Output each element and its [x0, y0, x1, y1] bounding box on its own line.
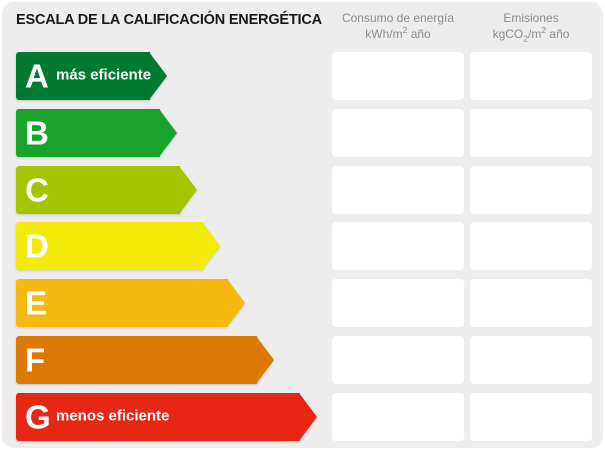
rating-band-e[interactable]: E — [16, 279, 245, 327]
rating-band-body — [16, 393, 300, 441]
consumo-cell-g[interactable] — [332, 393, 464, 441]
column-header-emisiones: Emisiones kgCO2/m2 año — [470, 10, 592, 44]
rating-band-arrow-tip — [202, 222, 220, 270]
consumo-cell-e[interactable] — [332, 279, 464, 327]
rating-band-arrow-tip — [179, 166, 197, 214]
consumo-cell-b[interactable] — [332, 109, 464, 157]
column-header-consumo-line1: Consumo de energía — [341, 11, 455, 25]
emisiones-cell-b[interactable] — [470, 109, 592, 157]
rating-band-body — [16, 109, 160, 157]
rating-letter-a: A — [25, 57, 49, 95]
rating-letter-g: G — [25, 398, 51, 436]
rating-band-c[interactable]: C — [16, 166, 197, 214]
column-header-emisiones-line1: Emisiones — [503, 11, 559, 25]
emisiones-cell-f[interactable] — [470, 336, 592, 384]
consumo-cell-a[interactable] — [332, 52, 464, 100]
rating-letter-f: F — [25, 341, 46, 379]
column-header-emisiones-units: kgCO2/m2 año — [492, 25, 570, 44]
rating-band-body — [16, 336, 257, 384]
rating-band-body — [16, 222, 203, 270]
rating-letter-e: E — [25, 284, 48, 322]
rating-band-f[interactable]: F — [16, 336, 274, 384]
consumo-cell-d[interactable] — [332, 222, 464, 270]
rating-letter-d: D — [25, 227, 49, 265]
rating-row-e: E — [2, 279, 603, 327]
rating-letter-c: C — [25, 171, 49, 209]
rating-row-f: F — [2, 336, 603, 384]
rating-band-arrow-tip — [299, 393, 317, 441]
column-header-consumo: Consumo de energía kWh/m2 año — [332, 10, 464, 42]
efficiency-label-a: más eficiente — [56, 66, 152, 84]
rating-band-body — [16, 52, 150, 100]
emisiones-cell-d[interactable] — [470, 222, 592, 270]
rating-band-arrow-tip — [256, 336, 274, 384]
rating-band-body — [16, 279, 228, 327]
rating-row-b: B — [2, 109, 603, 157]
rating-band-b[interactable]: B — [16, 109, 177, 157]
rating-band-arrow-tip — [159, 109, 177, 157]
consumo-cell-f[interactable] — [332, 336, 464, 384]
rating-row-d: D — [2, 222, 603, 270]
rating-band-body — [16, 166, 180, 214]
rating-band-arrow-tip — [227, 279, 245, 327]
emisiones-cell-a[interactable] — [470, 52, 592, 100]
rating-band-arrow-tip — [149, 52, 167, 100]
column-header-consumo-units: kWh/m2 año — [365, 25, 431, 41]
rating-band-d[interactable]: D — [16, 222, 220, 270]
rating-row-c: C — [2, 166, 603, 214]
page-title: ESCALA DE LA CALIFICACIÓN ENERGÉTICA — [16, 12, 322, 28]
efficiency-label-g: menos eficiente — [56, 407, 170, 425]
consumo-cell-c[interactable] — [332, 166, 464, 214]
rating-letter-b: B — [25, 114, 49, 152]
emisiones-cell-e[interactable] — [470, 279, 592, 327]
emisiones-cell-c[interactable] — [470, 166, 592, 214]
emisiones-cell-g[interactable] — [470, 393, 592, 441]
